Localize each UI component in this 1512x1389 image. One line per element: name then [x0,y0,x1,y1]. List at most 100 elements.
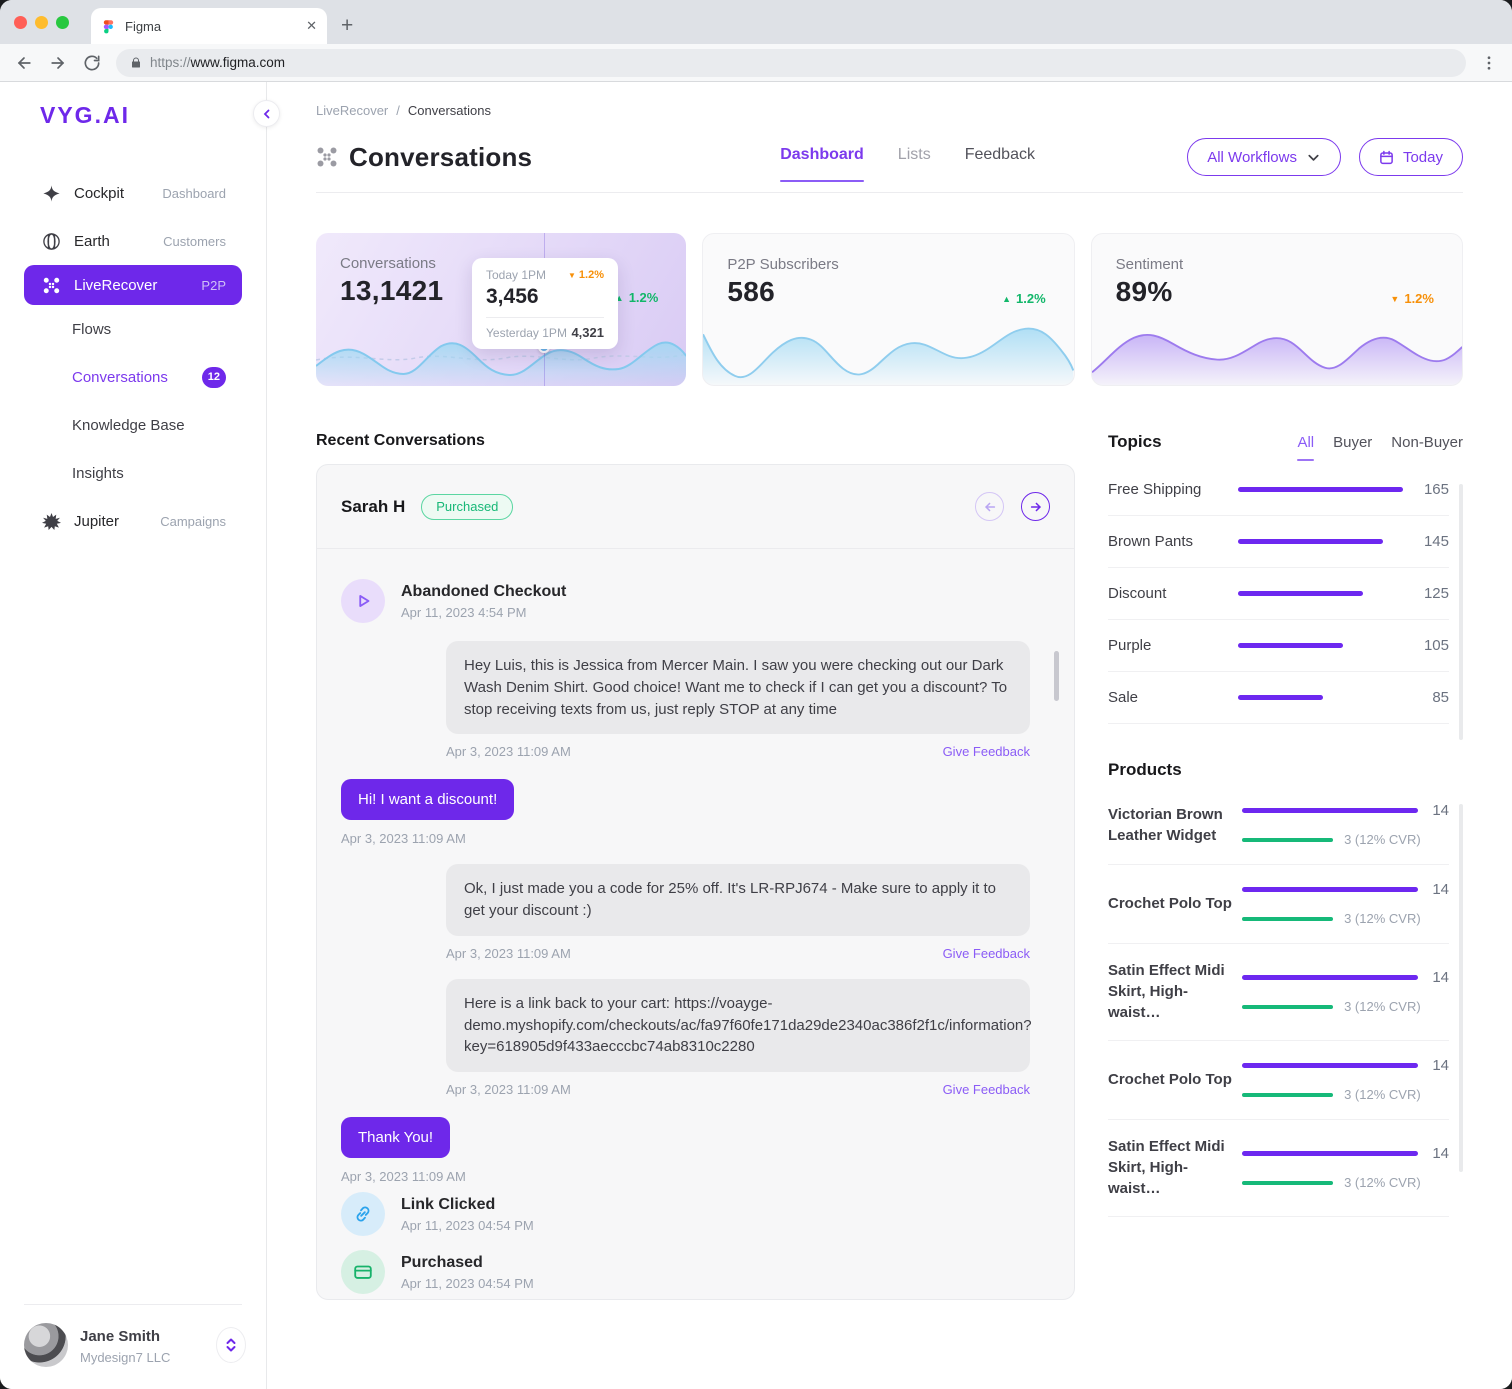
breadcrumb-parent[interactable]: LiveRecover [316,103,389,118]
previous-conversation-button[interactable] [975,492,1004,521]
close-window-button[interactable] [14,15,27,29]
topics-tabs: All Buyer Non-Buyer [1297,433,1463,461]
browser-tabstrip: Figma ✕ + [0,0,1512,44]
triangle-down-icon: ▼ [1390,293,1400,304]
stat-label: Conversations [340,255,436,272]
topic-row[interactable]: Brown Pants 145 [1108,516,1449,568]
topic-row[interactable]: Discount 125 [1108,568,1449,620]
burst-icon [42,512,61,531]
browser-tab[interactable]: Figma ✕ [91,8,327,44]
workflows-dropdown-button[interactable]: All Workflows [1187,138,1341,176]
sidebar-item-sublabel: Dashboard [162,185,226,201]
message-bubble: Hi! I want a discount! [341,779,515,821]
clicks-bar [1242,1151,1418,1156]
workflows-dropdown-label: All Workflows [1207,148,1297,166]
sidebar-item-label: Conversations [72,368,168,386]
globe-icon [42,232,61,251]
divider [486,317,604,318]
product-row[interactable]: Satin Effect Midi Skirt, High-waist… 14 3 … [1108,944,1449,1041]
sidebar-item-earth[interactable]: Earth Customers [0,217,266,265]
avatar [24,1323,68,1367]
sidebar-item-label: Jupiter [74,512,120,530]
profile-switcher-button[interactable] [216,1327,246,1363]
breadcrumb-separator: / [396,103,400,118]
give-feedback-link[interactable]: Give Feedback [942,1082,1030,1097]
clicks-value: 14 [1432,1057,1449,1074]
topic-row[interactable]: Purple 105 [1108,620,1449,672]
forward-button[interactable] [48,53,68,73]
topics-tab-non-buyer[interactable]: Non-Buyer [1391,433,1463,451]
next-conversation-button[interactable] [1021,492,1050,521]
scrollbar-track[interactable] [1459,804,1463,1172]
give-feedback-link[interactable]: Give Feedback [942,744,1030,760]
profile-card[interactable]: Jane Smith Mydesign7 LLC [0,1305,266,1389]
maximize-window-button[interactable] [56,15,69,29]
tab-feedback[interactable]: Feedback [964,146,1035,163]
topic-row[interactable]: Sale 85 [1108,672,1449,724]
sidebar-subitem-flows[interactable]: Flows [0,305,266,353]
sidebar-item-sublabel: Campaigns [160,513,226,529]
sidebar-item-label: LiveRecover [74,276,158,294]
scrollbar-track[interactable] [1459,484,1463,740]
stat-value: 586 [727,276,775,307]
sidebar-item-cockpit[interactable]: Cockpit Dashboard [0,169,266,217]
give-feedback-link[interactable]: Give Feedback [942,945,1030,961]
scrollbar-thumb[interactable] [1054,651,1059,701]
product-row[interactable]: Satin Effect Midi Skirt, High-waist… 14 3 … [1108,1120,1449,1217]
sidebar-item-liverecover[interactable]: LiveRecover P2P [24,265,242,305]
lock-icon [132,57,140,68]
browser-toolbar: https:// www.figma.com [0,44,1512,82]
clicks-value: 14 [1432,969,1449,986]
contact-name: Sarah H [341,496,406,516]
tooltip-secondary-value: 4,321 [571,325,604,340]
timeline-event-abandoned-checkout: Abandoned Checkout Apr 11, 2023 4:54 PM [341,579,1030,623]
stat-card-sentiment[interactable]: Sentiment 89% ▼ 1.2% [1090,233,1463,386]
conversions-value: 3 (12% CVR) [1344,911,1421,926]
product-row[interactable]: Crochet Polo Top 14 3 (12% CVR) [1108,1041,1449,1120]
sidebar-subitem-knowledge-base[interactable]: Knowledge Base [0,401,266,449]
today-button[interactable]: Today [1358,138,1463,176]
stat-value: 13,1421 [340,275,444,306]
new-tab-button[interactable]: + [341,14,354,37]
topics-tab-buyer[interactable]: Buyer [1333,433,1373,451]
stat-card-p2p-subscribers[interactable]: P2P Subscribers 586 ▲ 1.2% [702,233,1075,386]
tab-lists[interactable]: Lists [897,146,931,163]
arrow-right-icon [1030,502,1041,511]
topic-row[interactable]: Free Shipping 165 [1108,464,1449,516]
page-title: Conversations [349,141,533,172]
topics-panel: Topics All Buyer Non-Buyer Free Shipping 16… [1108,432,1463,740]
sidebar-item-jupiter[interactable]: Jupiter Campaigns [0,497,266,545]
minimize-window-button[interactable] [35,15,48,29]
chart-tooltip: Today 1PM ▼ 1.2% 3,456 Yesterday 1PM 4,32… [472,258,618,349]
message-timestamp: Apr 3, 2023 11:09 AM [341,1169,466,1184]
sidebar-subitem-conversations[interactable]: Conversations 12 [0,353,266,401]
dots-x-icon [42,276,61,295]
sidebar-item-label: Insights [72,464,124,482]
conversation-header: Sarah H Purchased [317,465,1074,549]
sidebar-item-sublabel: P2P [201,277,226,293]
stat-card-conversations[interactable]: Conversations 13,1421 ▲ 1.2% Today 1PM ▼ 1… [316,233,687,386]
tooltip-trend: ▼ 1.2% [568,269,604,281]
tab-dashboard[interactable]: Dashboard [780,146,864,182]
product-row[interactable]: Victorian Brown Leather Widget 14 3 (12% C… [1108,786,1449,865]
sidebar-collapse-button[interactable] [253,100,280,127]
url-bar[interactable]: https:// www.figma.com [116,48,1466,77]
sidebar-subitem-insights[interactable]: Insights [0,449,266,497]
products-panel: Products Victorian Brown Leather Widget 1… [1108,760,1463,1217]
message-incoming: Ok, I just made you a code for 25% off. … [446,864,1030,961]
browser-menu-icon[interactable] [1480,54,1498,72]
back-button[interactable] [14,53,34,73]
reload-button[interactable] [82,53,102,73]
clicks-bar [1242,808,1418,813]
event-title: Abandoned Checkout [401,582,567,600]
topic-bar [1238,487,1403,492]
tab-close-icon[interactable]: ✕ [306,18,317,33]
topics-tab-all[interactable]: All [1297,433,1315,461]
topic-value: 165 [1423,481,1449,498]
product-row[interactable]: Crochet Polo Top 14 3 (12% CVR) [1108,865,1449,944]
message-timestamp: Apr 3, 2023 11:09 AM [341,831,466,847]
topic-value: 125 [1423,585,1449,602]
sidebar-item-label: Cockpit [74,184,125,202]
message-bubble: Ok, I just made you a code for 25% off. … [446,864,1030,936]
